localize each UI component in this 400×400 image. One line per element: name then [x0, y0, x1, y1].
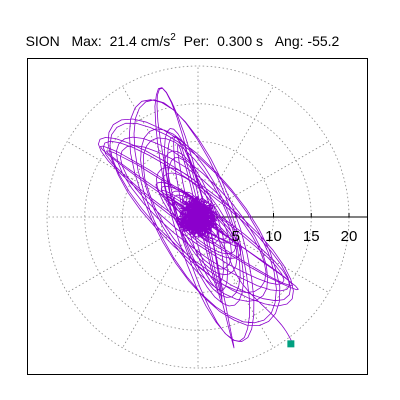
max-label: Max: — [71, 33, 102, 49]
motion-trace — [98, 87, 299, 349]
end-marker-group — [287, 340, 295, 348]
max-exponent: 2 — [170, 32, 176, 43]
radial-tick-labels: 5 10 15 20 — [232, 228, 358, 245]
angle-value: -55.2 — [307, 33, 340, 49]
period-value: 0.300 s — [217, 33, 264, 49]
header-bar: SION Max: 21.4 cm/s2 Per: 0.300 s Ang: -… — [10, 14, 340, 71]
grid-spoke-210 — [67, 216, 199, 293]
end-marker — [287, 340, 295, 348]
max-value: 21.4 cm/s — [109, 33, 171, 49]
grid-spoke-30 — [197, 141, 329, 218]
particle-motion-plot: 5 10 15 20 — [46, 65, 367, 369]
plot-frame: 5 10 15 20 — [27, 58, 368, 375]
period-label: Per: — [183, 33, 210, 49]
motion-trace-path — [98, 87, 299, 349]
station-code: SION — [25, 33, 60, 49]
angle-label: Ang: — [274, 33, 304, 49]
radial-tick-label: 5 — [232, 228, 240, 245]
radial-tick-label: 20 — [341, 228, 358, 245]
radial-tick-label: 10 — [265, 228, 282, 245]
radial-tick-label: 15 — [303, 228, 320, 245]
